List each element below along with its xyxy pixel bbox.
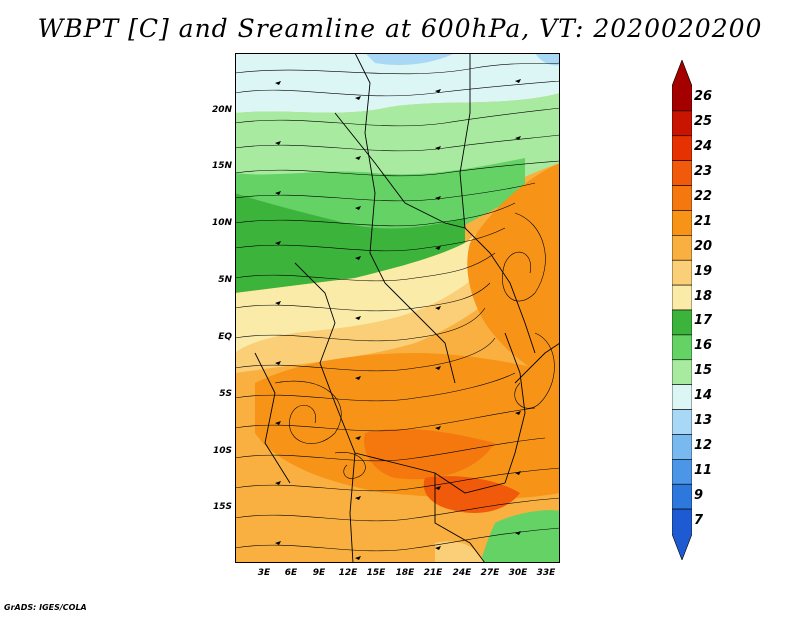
colorbar-label: 19: [694, 263, 713, 279]
lon-label-3e: 3E: [257, 568, 271, 578]
colorbar-label: 20: [694, 238, 713, 254]
colorbar-label: 23: [694, 164, 713, 180]
lon-label-15e: 15E: [366, 568, 386, 578]
colorbar-label: 21: [694, 213, 713, 229]
lon-label-27e: 27E: [480, 568, 500, 578]
colorbar-segment: [672, 459, 692, 485]
lat-label-10n: 10N: [211, 218, 232, 228]
streamline-map: [235, 53, 560, 563]
shading-cyan-north: [235, 53, 560, 113]
lon-label-30e: 30E: [508, 568, 528, 578]
colorbar-segment: [672, 185, 692, 211]
color-legend-bar: [672, 60, 692, 560]
colorbar-segment: [672, 309, 692, 336]
lat-label-eq: EQ: [218, 332, 232, 342]
colorbar-label: 7: [694, 512, 704, 528]
colorbar-segment: [672, 60, 692, 112]
colorbar-label: 16: [694, 338, 713, 354]
colorbar-segment: [672, 210, 692, 236]
colorbar-segment: [672, 160, 692, 186]
streamlines: [235, 62, 560, 552]
lon-label-12e: 12E: [338, 568, 358, 578]
country-borders: [254, 53, 560, 563]
shading-lightblue-ne: [535, 53, 560, 66]
lon-label-21e: 21E: [423, 568, 443, 578]
lat-label-20n: 20N: [211, 105, 232, 115]
colorbar-label: 17: [694, 313, 713, 329]
map-title: WBPT [C] and Sreamline at 600hPa, VT: 20…: [37, 14, 763, 43]
map-border: [235, 53, 560, 563]
shading-darkorange-center: [364, 428, 495, 480]
colorbar-segment: [672, 259, 692, 286]
colorbar-label: 9: [694, 487, 704, 503]
shading-paleyellow-band: [235, 193, 530, 353]
shading-orange-east: [467, 163, 560, 383]
colorbar-label: 26: [694, 89, 713, 105]
colorbar-label: 24: [694, 139, 713, 155]
shading-tan-band: [235, 223, 535, 373]
colorbar-label: 22: [694, 189, 713, 204]
lon-label-18e: 18E: [395, 568, 415, 578]
colorbar-label: 14: [694, 388, 713, 404]
lon-label-33e: 33E: [536, 568, 556, 578]
colorbar-label: 12: [694, 437, 713, 453]
colorbar-label: 25: [694, 114, 713, 130]
colorbar-segment: [672, 135, 692, 161]
colorbar-segment: [672, 409, 692, 435]
shading-darkgreen-band: [235, 193, 465, 293]
shading-orange-center: [255, 353, 560, 499]
lat-label-15n: 15N: [211, 161, 232, 171]
colorbar-label: 13: [694, 413, 713, 428]
colorbar-segment: [672, 284, 692, 311]
grads-credit: GrADS: IGES/COLA: [4, 603, 87, 612]
colorbar-label: 11: [694, 462, 713, 478]
colorbar-segment: [672, 359, 692, 385]
shading-tan-south: [435, 541, 485, 563]
colorbar-label: 15: [694, 363, 713, 379]
lon-label-24e: 24E: [452, 568, 472, 578]
streamline-arrows: [275, 79, 521, 560]
colorbar-label: 18: [694, 288, 713, 304]
colorbar-segment: [672, 384, 692, 410]
colorbar-segment: [672, 235, 692, 261]
lon-label-9e: 9E: [312, 568, 326, 578]
lat-label-10s: 10S: [212, 446, 232, 456]
lon-label-6e: 6E: [284, 568, 298, 578]
colorbar-segment: [672, 334, 692, 361]
colorbar-segment: [672, 483, 692, 510]
lat-label-5n: 5N: [218, 275, 232, 285]
colorbar-segment: [672, 110, 692, 137]
colorbar-segment: [672, 434, 692, 460]
lat-label-15s: 15S: [212, 502, 232, 512]
lat-label-5s: 5S: [219, 389, 232, 399]
colorbar-segment: [672, 508, 692, 560]
shading-green-se: [480, 510, 560, 563]
shading-lightblue-north: [365, 53, 455, 65]
